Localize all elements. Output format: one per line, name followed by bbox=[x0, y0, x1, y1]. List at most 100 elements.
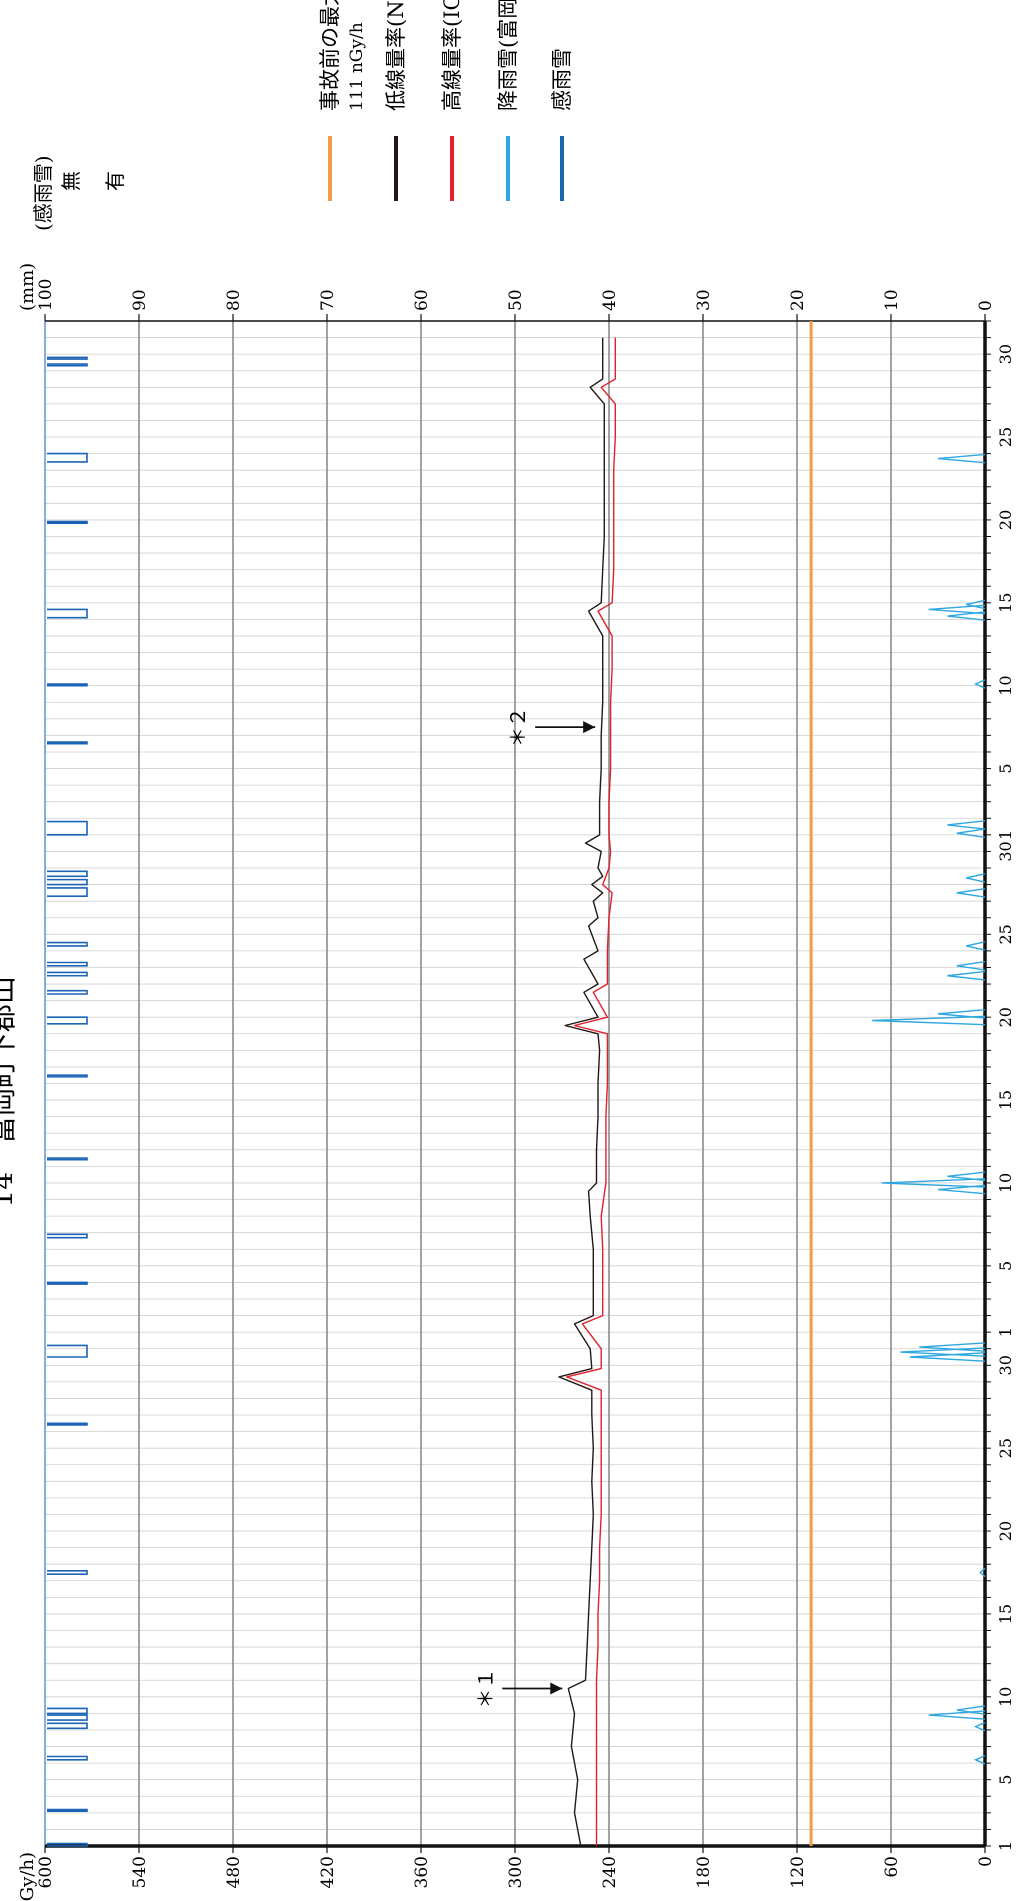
rain-sensor-pulse bbox=[47, 1016, 88, 1025]
rain-sensor-pulse bbox=[47, 1422, 88, 1426]
rain-sensor-pulse bbox=[47, 1281, 88, 1285]
x-tick-label: 25 bbox=[996, 427, 1015, 447]
left-tick-label: 360 bbox=[412, 1856, 432, 1888]
rain-sensor-pulse bbox=[47, 870, 88, 878]
left-tick-label: 240 bbox=[600, 1856, 620, 1888]
rain-sensor-pulse bbox=[47, 1344, 88, 1358]
rainfall-spike bbox=[973, 1755, 986, 1765]
x-axis-ticks: 15101520253015101520253015101520253010月1… bbox=[985, 320, 1015, 1851]
rain-sensor-pulse bbox=[47, 1570, 88, 1575]
rain-sensor-pulse bbox=[47, 820, 88, 836]
legend-state-none: 無 bbox=[59, 171, 83, 191]
x-tick-label: 5 bbox=[996, 1261, 1015, 1271]
x-tick-label: 15 bbox=[996, 1090, 1015, 1110]
rainfall-spike bbox=[956, 828, 986, 839]
annotation-arrow-head bbox=[550, 1682, 563, 1695]
rain-sensor-pulse bbox=[47, 989, 88, 995]
rainfall-spike bbox=[919, 1342, 986, 1352]
x-tick-label: 15 bbox=[996, 1604, 1015, 1624]
rain-sensor-pulse bbox=[47, 683, 88, 687]
rainfall-series bbox=[872, 453, 986, 1765]
legend-state-present: 有 bbox=[103, 171, 127, 191]
x-tick-label: 25 bbox=[996, 924, 1015, 944]
legend-label: 感雨雪 bbox=[550, 48, 574, 111]
rainfall-spike bbox=[966, 599, 986, 610]
legend-label: 低線量率(NaI) bbox=[384, 0, 408, 111]
nai-dose-line bbox=[558, 337, 605, 1847]
x-tick-label: 25 bbox=[996, 1438, 1015, 1458]
legend-label: 事故前の最大値 bbox=[318, 0, 342, 111]
left-tick-label: 60 bbox=[882, 1856, 902, 1878]
left-axis-ticks: (nGy/h) 0 60 120 180 240 300 360 420 480 540 600 bbox=[17, 1846, 996, 1901]
x-tick-label: 10 bbox=[996, 1687, 1015, 1707]
rain-sensor-pulse bbox=[47, 1233, 88, 1239]
right-axis-ticks: (mm) 0 10 20 30 40 50 60 70 80 90 100 bbox=[17, 263, 996, 321]
rain-sensor-pulse bbox=[47, 1722, 88, 1730]
x-tick-label: 5 bbox=[996, 1775, 1015, 1785]
left-tick-label: 600 bbox=[36, 1856, 56, 1888]
right-tick-label: 70 bbox=[318, 289, 338, 311]
rain-sensor-pulse bbox=[47, 1755, 88, 1761]
x-tick-label: 1 bbox=[996, 1841, 1015, 1851]
annotation-label: ＊２ bbox=[506, 707, 530, 747]
x-tick-label: 30 bbox=[996, 1355, 1015, 1375]
rainfall-spike bbox=[979, 1567, 986, 1578]
rainfall-spike bbox=[881, 1178, 986, 1188]
left-tick-label: 540 bbox=[130, 1856, 150, 1888]
rain-sensor-pulse bbox=[47, 520, 88, 525]
x-tick-label: 10 bbox=[996, 1173, 1015, 1193]
rainfall-spike bbox=[937, 453, 986, 464]
annotations: ＊１ ＊２ bbox=[473, 707, 596, 1709]
rain-sensor-pulse bbox=[47, 1808, 88, 1812]
legend-sublabel: 111 nGy/h bbox=[347, 22, 367, 111]
annotation-arrow-head bbox=[583, 721, 596, 734]
rain-sensor-pulse bbox=[47, 1157, 88, 1161]
rainfall-spike bbox=[909, 1352, 986, 1362]
rain-sensor-pulse bbox=[47, 1714, 88, 1721]
left-tick-label: 300 bbox=[506, 1856, 526, 1888]
x-tick-label: 30 bbox=[996, 344, 1015, 364]
left-tick-label: 120 bbox=[788, 1856, 808, 1888]
rain-sensor-pulse bbox=[47, 452, 88, 463]
x-tick-label: 20 bbox=[996, 510, 1015, 530]
rain-sensor-pulse bbox=[47, 971, 88, 977]
x-tick-label: 20 bbox=[996, 1521, 1015, 1541]
rain-sensor-pulse bbox=[47, 363, 88, 367]
rainfall-spike bbox=[937, 1009, 986, 1019]
left-tick-label: 480 bbox=[224, 1856, 244, 1888]
sensor-series bbox=[47, 356, 88, 1847]
right-tick-label: 80 bbox=[224, 289, 244, 311]
rain-sensor-pulse bbox=[47, 878, 88, 886]
chart-text: 14 富岡町下郡山＊１ 10月11日は低線量率計の点検のため欠測あり（欠測） bbox=[0, 976, 19, 1208]
ic-dose-line bbox=[566, 337, 616, 1846]
legend-label: 降雨雪(富岡) bbox=[496, 0, 520, 111]
rainfall-spike bbox=[947, 970, 986, 981]
rainfall-spike bbox=[947, 820, 986, 830]
grid-lines bbox=[45, 321, 985, 1846]
legend: (感雨雪) 無有 事故前の最大値 111 nGy/h 低線量率(NaI) 高線量率(IC)… bbox=[31, 0, 574, 231]
left-tick-label: 180 bbox=[694, 1856, 714, 1888]
rainfall-spike bbox=[966, 873, 986, 883]
rain-sensor-pulse bbox=[47, 1842, 88, 1847]
legend-label: 高線量率(IC) bbox=[440, 0, 464, 111]
rainfall-spike bbox=[928, 1710, 986, 1720]
rainfall-spike bbox=[966, 941, 986, 951]
right-tick-label: 30 bbox=[694, 289, 714, 311]
rain-sensor-pulse bbox=[47, 608, 88, 619]
right-tick-label: 10 bbox=[882, 289, 902, 311]
right-tick-label: 100 bbox=[36, 279, 56, 311]
rain-sensor-pulse bbox=[47, 741, 88, 745]
rainfall-spike bbox=[973, 679, 986, 689]
rain-sensor-pulse bbox=[47, 887, 88, 897]
rainfall-spike bbox=[956, 888, 986, 898]
x-tick-label: 20 bbox=[996, 1007, 1015, 1027]
annotation-label: ＊１ bbox=[473, 1669, 497, 1709]
x-tick-label: 30 bbox=[996, 841, 1015, 861]
rainfall-spike bbox=[872, 1015, 986, 1026]
right-tick-label: 50 bbox=[506, 289, 526, 311]
rainfall-spike bbox=[973, 1721, 986, 1732]
rain-sensor-pulse bbox=[47, 356, 88, 360]
